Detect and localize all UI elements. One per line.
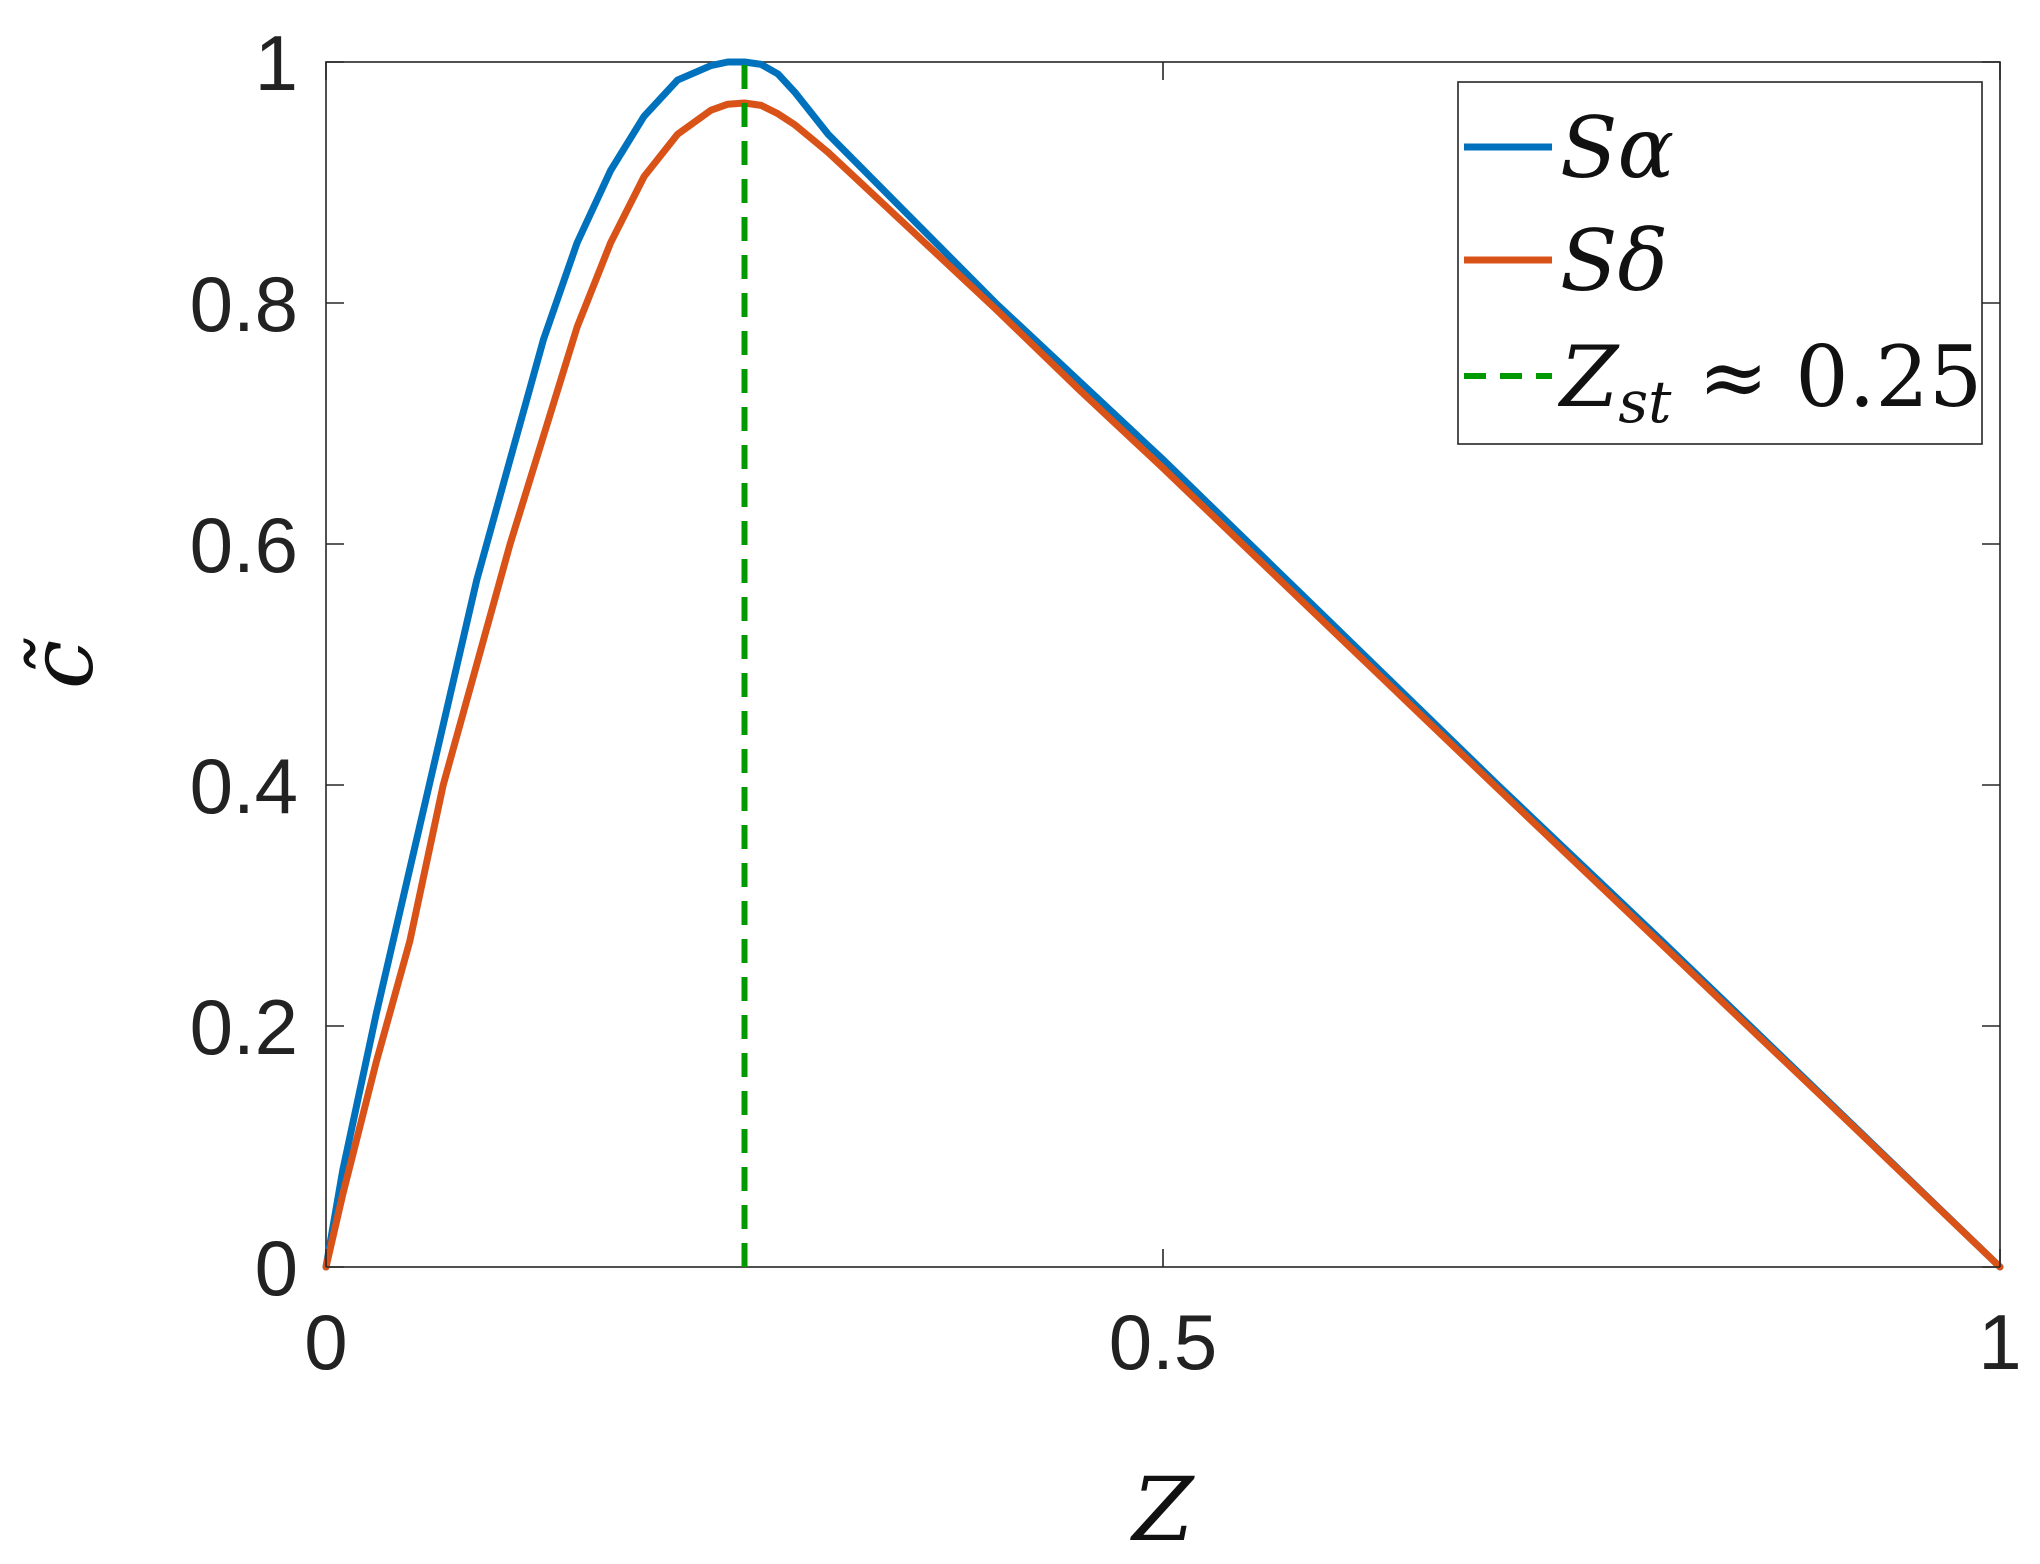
axis-labels: Z c̃ xyxy=(10,638,1195,1561)
y-tick-label: 0.4 xyxy=(190,742,298,830)
y-tick-label: 1 xyxy=(255,19,298,107)
x-tick-label: 0.5 xyxy=(1109,1298,1217,1386)
y-tick-label: 0.2 xyxy=(190,983,298,1071)
axis-ticks: 0 0.5 1 0 0.2 0.4 0.6 0.8 1 xyxy=(190,19,2022,1386)
series-line-0 xyxy=(322,58,2004,1271)
y-tick-label: 0.8 xyxy=(190,260,298,348)
legend-label-0: Sα xyxy=(1560,99,1674,197)
y-tick-label: 0.6 xyxy=(190,501,298,589)
x-tick-label: 1 xyxy=(1978,1298,2021,1386)
legend: Sα Sδ Zst ≈ 0.25 xyxy=(1457,81,1983,445)
series-line-1 xyxy=(322,99,2004,1271)
legend-label-1: Sδ xyxy=(1560,212,1668,310)
y-tick-label: 0 xyxy=(255,1224,298,1312)
y-axis-label: c̃ xyxy=(10,638,113,689)
x-tick-label: 0 xyxy=(304,1298,347,1386)
plot-series xyxy=(322,58,2004,1271)
legend-label-2: Zst ≈ 0.25 xyxy=(1557,328,1982,436)
x-axis-label: Z xyxy=(1129,1458,1195,1561)
